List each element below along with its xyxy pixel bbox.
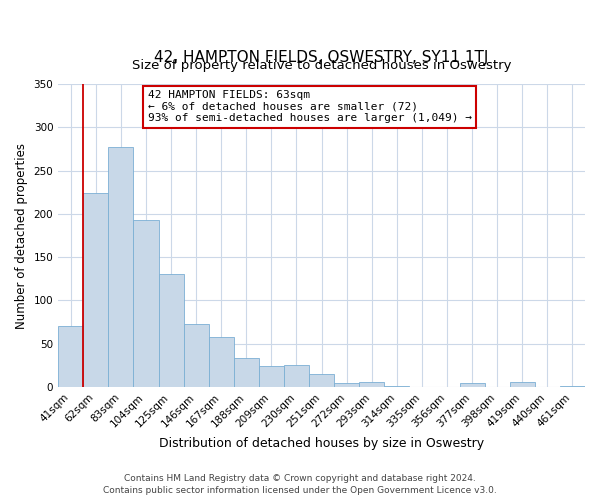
Bar [385,386,409,387]
Text: Size of property relative to detached houses in Oswestry: Size of property relative to detached ho… [132,59,511,72]
Bar [259,366,284,387]
Bar [133,220,158,387]
Bar [209,337,234,387]
Bar [234,358,259,387]
Bar [560,386,585,387]
Bar [83,193,109,387]
Bar [309,374,334,387]
X-axis label: Distribution of detached houses by size in Oswestry: Distribution of detached houses by size … [159,437,484,450]
Bar [58,326,83,387]
Bar [184,324,209,387]
Title: 42, HAMPTON FIELDS, OSWESTRY, SY11 1TJ: 42, HAMPTON FIELDS, OSWESTRY, SY11 1TJ [154,50,489,65]
Bar [109,148,133,387]
Bar [334,384,359,387]
Bar [158,274,184,387]
Bar [359,382,385,387]
Bar [510,382,535,387]
Bar [460,382,485,387]
Bar [284,366,309,387]
Y-axis label: Number of detached properties: Number of detached properties [15,142,28,328]
Text: 42 HAMPTON FIELDS: 63sqm
← 6% of detached houses are smaller (72)
93% of semi-de: 42 HAMPTON FIELDS: 63sqm ← 6% of detache… [148,90,472,124]
Text: Contains HM Land Registry data © Crown copyright and database right 2024.
Contai: Contains HM Land Registry data © Crown c… [103,474,497,495]
